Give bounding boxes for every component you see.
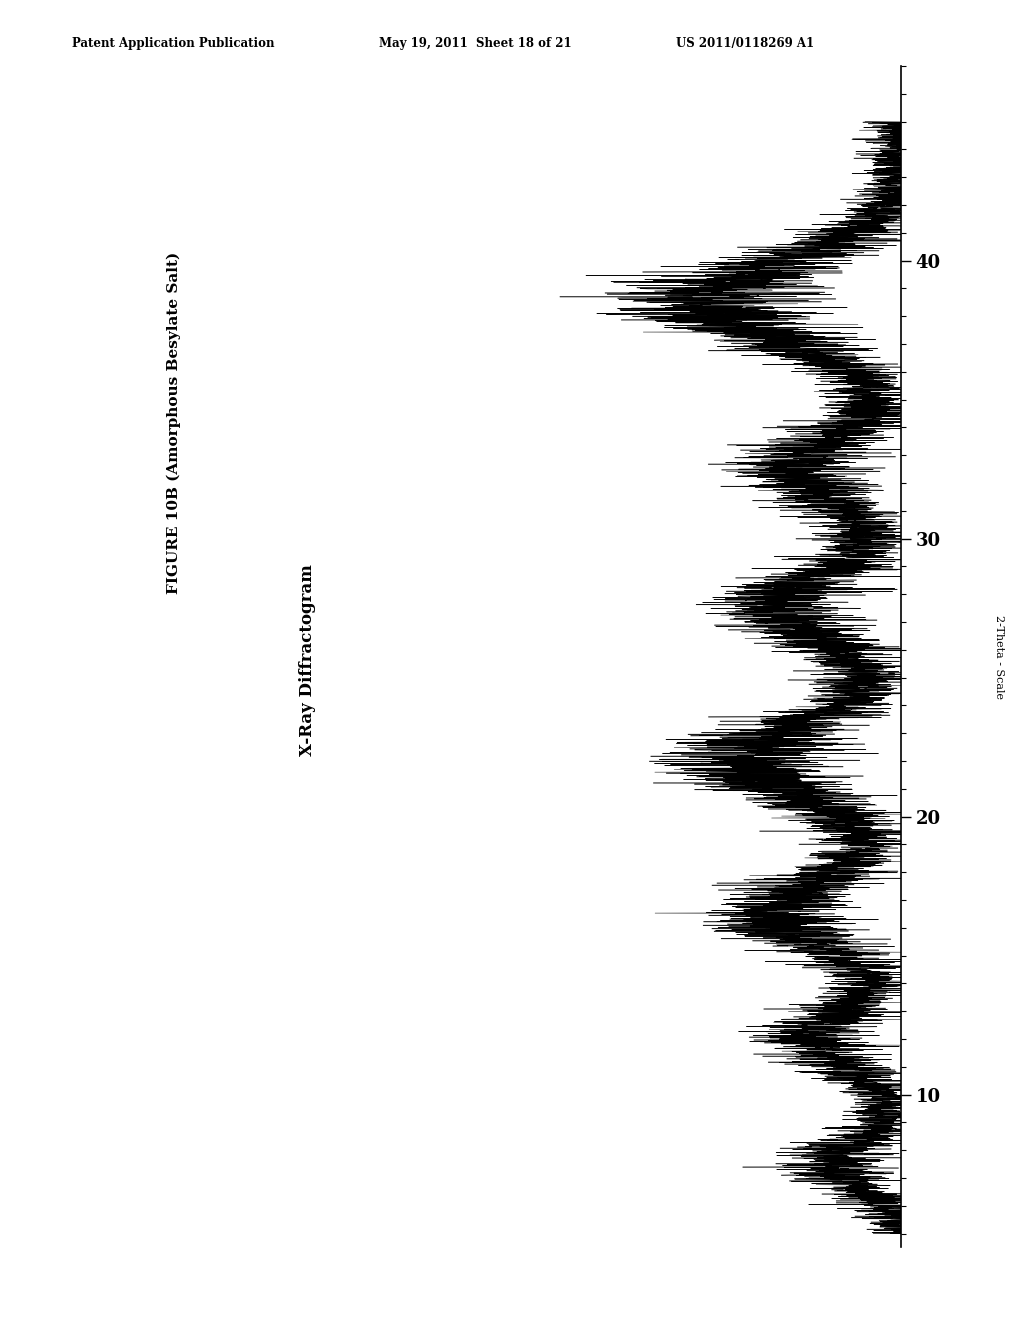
- Text: US 2011/0118269 A1: US 2011/0118269 A1: [676, 37, 814, 50]
- Text: May 19, 2011  Sheet 18 of 21: May 19, 2011 Sheet 18 of 21: [379, 37, 571, 50]
- Y-axis label: 2-Theta - Scale: 2-Theta - Scale: [994, 615, 1005, 698]
- Text: X-Ray Diffractogram: X-Ray Diffractogram: [299, 564, 315, 756]
- Text: FIGURE 10B (Amorphous Besylate Salt): FIGURE 10B (Amorphous Besylate Salt): [167, 251, 181, 594]
- Text: Patent Application Publication: Patent Application Publication: [72, 37, 274, 50]
